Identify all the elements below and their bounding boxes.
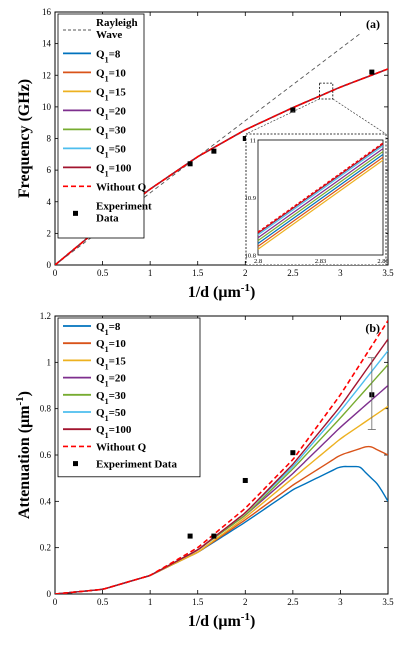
experiment-point: [187, 161, 193, 167]
x-tick-label: 1.5: [192, 597, 204, 607]
y-tick-label: 2: [47, 228, 52, 238]
x-tick-label: 2.5: [287, 597, 299, 607]
experiment-point: [242, 477, 248, 483]
y-tick-label: 6: [47, 165, 52, 175]
x-tick-label: 2.5: [287, 268, 299, 278]
x-tick-label: 1: [148, 268, 153, 278]
inset-y-tick-label: 11: [250, 138, 256, 145]
legend-label: Q1=10: [96, 67, 126, 83]
series-line-a-8: [55, 68, 388, 265]
plot-area-b: [55, 320, 388, 594]
y-tick-label: 0.4: [40, 496, 52, 506]
legend-label: Q1=15: [96, 86, 126, 102]
legend-label: Q1=50: [96, 143, 126, 159]
legend-label: Q1=8: [96, 48, 121, 64]
experiment-point: [369, 69, 375, 75]
legend-marker-experiment: [73, 210, 78, 216]
legend-label: Q1=30: [96, 124, 126, 140]
y-tick-label: 0.6: [40, 450, 52, 460]
legend-label: Q1=20: [96, 105, 126, 121]
inset-line: [257, 156, 384, 247]
x-axis-label-b: 1/d (μm-1): [188, 611, 256, 630]
y-tick-label: 1.2: [40, 311, 51, 321]
x-tick-label: 1.5: [192, 268, 204, 278]
inset-line: [257, 143, 384, 234]
inset-line: [257, 151, 384, 242]
x-tick-label: 0.5: [97, 268, 109, 278]
series-line-b-7: [55, 320, 388, 594]
legend-label: Q1=8: [96, 321, 121, 337]
legend-label: Q1=20: [96, 373, 126, 389]
experiment-point: [290, 107, 296, 113]
y-tick-label: 0: [47, 589, 52, 599]
y-tick-label: 0.2: [40, 543, 51, 553]
y-tick-label: 8: [47, 134, 52, 144]
legend-label: Q1=10: [96, 338, 126, 354]
x-tick-label: 0: [53, 597, 58, 607]
legend-label: Rayleigh: [96, 17, 138, 29]
legend-label: Without Q: [96, 181, 147, 193]
zoom-connector: [245, 98, 320, 135]
inset-y-tick-label: 10.8: [245, 253, 256, 260]
inset-line: [257, 153, 384, 244]
legend-label: Q1=100: [96, 162, 132, 178]
legend-label: Q1=15: [96, 355, 126, 371]
experiment-point: [211, 533, 217, 539]
y-tick-label: 10: [42, 102, 52, 112]
inset-x-tick-label: 2.83: [315, 258, 326, 265]
inset-line: [257, 159, 384, 250]
legend-label: Experiment Data: [96, 459, 177, 471]
experiment-point: [187, 533, 193, 539]
legend-label: Wave: [96, 29, 122, 41]
legend-label: Q1=100: [96, 424, 132, 440]
x-tick-label: 3: [338, 597, 343, 607]
legend-label: Q1=30: [96, 390, 126, 406]
panel-label-b: (b): [365, 321, 380, 335]
inset-x-tick-label: 2.86: [377, 258, 389, 265]
y-tick-label: 0.8: [40, 404, 52, 414]
legend-a: [57, 13, 145, 239]
y-tick-label: 4: [47, 197, 52, 207]
x-axis-label-a: 1/d (μm-1): [188, 282, 256, 301]
x-tick-label: 3.5: [382, 597, 394, 607]
panel-label-a: (a): [366, 17, 380, 31]
x-tick-label: 1: [148, 597, 153, 607]
y-tick-label: 16: [42, 7, 52, 17]
x-tick-label: 3: [338, 268, 343, 278]
x-tick-label: 3.5: [382, 268, 394, 278]
y-tick-label: 14: [42, 39, 52, 49]
y-axis-label-b: Attenuation (μm-1): [14, 391, 33, 519]
x-tick-label: 0.5: [97, 597, 109, 607]
inset-x-tick-label: 2.8: [254, 258, 262, 265]
inset-line: [257, 142, 384, 233]
x-tick-label: 2: [243, 597, 248, 607]
y-tick-label: 0: [47, 260, 52, 270]
inset-line: [257, 148, 384, 239]
experiment-point: [290, 450, 296, 456]
inset-line: [257, 145, 384, 236]
x-tick-label: 0: [53, 268, 58, 278]
zoom-box: [319, 82, 334, 100]
legend-label: Data: [96, 212, 119, 224]
legend-b: [57, 317, 201, 478]
experiment-point: [242, 136, 248, 141]
legend-marker-experiment: [73, 461, 78, 467]
y-tick-label: 1: [47, 357, 52, 367]
legend-label: Experiment: [96, 200, 152, 212]
inset-y-tick-label: 10.9: [245, 195, 256, 202]
experiment-point: [211, 148, 217, 154]
y-axis-label-a: Frequency (GHz): [16, 79, 33, 198]
legend-label: Without Q: [96, 441, 147, 453]
y-tick-label: 12: [42, 70, 51, 80]
x-tick-label: 2: [243, 268, 248, 278]
series-line-b-0: [55, 465, 388, 594]
legend-label: Q1=50: [96, 407, 126, 423]
zoom-connector: [332, 98, 387, 135]
